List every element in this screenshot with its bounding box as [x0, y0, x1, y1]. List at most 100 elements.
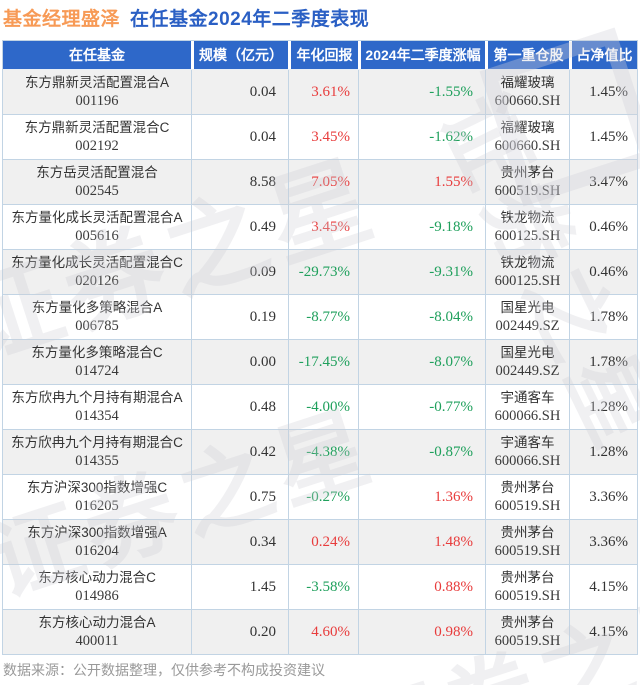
fund-name: 东方岳灵活配置混合 [36, 165, 158, 180]
top-holding-cell: 铁龙物流 600125.SH [485, 250, 569, 294]
table-row: 东方岳灵活配置混合 002545 8.58 7.05% 1.55% 贵州茅台 6… [3, 159, 637, 204]
top-holding-name: 铁龙物流 [500, 210, 555, 225]
fund-name-cell: 东方岳灵活配置混合 002545 [3, 160, 191, 204]
q2-change-value: -8.07% [429, 353, 473, 370]
fund-code: 016204 [75, 543, 119, 559]
ratio-value: 3.47% [589, 173, 628, 190]
fund-name-cell: 东方鼎新灵活配置混合A 001196 [3, 70, 191, 114]
annual-return-value: 3.61% [311, 83, 350, 100]
ratio-cell: 1.45% [569, 115, 637, 159]
fund-name-cell: 东方核心动力混合A 400011 [3, 610, 191, 654]
top-holding-code: 600660.SH [494, 93, 561, 109]
ratio-cell: 1.78% [569, 295, 637, 339]
q2-change-cell: 1.36% [358, 475, 485, 519]
fund-code: 400011 [75, 633, 119, 649]
scale-value: 0.04 [249, 83, 276, 100]
fund-code: 002545 [75, 183, 119, 199]
top-holding-name: 福耀玻璃 [500, 75, 555, 90]
ratio-cell: 4.15% [569, 565, 637, 609]
fund-name: 东方量化成长灵活配置混合A [11, 210, 183, 225]
top-holding-name: 宇通客车 [500, 390, 555, 405]
ratio-value: 1.78% [589, 353, 628, 370]
annual-return-value: -8.77% [306, 308, 350, 325]
annual-return-value: 7.05% [311, 173, 350, 190]
ratio-value: 1.78% [589, 308, 628, 325]
annual-return-value: -0.27% [306, 488, 350, 505]
scale-value: 8.58 [249, 173, 276, 190]
top-holding-cell: 贵州茅台 600519.SH [485, 475, 569, 519]
scale-cell: 0.04 [191, 115, 288, 159]
scale-cell: 0.00 [191, 340, 288, 384]
ratio-value: 0.46% [589, 263, 628, 280]
top-holding-name: 国星光电 [500, 345, 555, 360]
fund-name-cell: 东方量化多策略混合A 006785 [3, 295, 191, 339]
annual-return-value: 0.24% [311, 533, 350, 550]
fund-name: 东方欣冉九个月持有期混合C [11, 435, 183, 450]
fund-manager-name: 基金经理盛泽 [3, 9, 121, 30]
column-header-fund: 在任基金 [69, 47, 125, 63]
scale-value: 0.34 [249, 533, 276, 550]
annual-return-cell: 0.24% [288, 520, 358, 564]
fund-code: 005616 [75, 228, 119, 244]
table-row: 东方沪深300指数增强C 016205 0.75 -0.27% 1.36% 贵州… [3, 474, 637, 519]
table-row: 东方鼎新灵活配置混合C 002192 0.04 3.45% -1.62% 福耀玻… [3, 114, 637, 159]
fund-code: 014724 [75, 363, 119, 379]
top-holding-code: 600660.SH [494, 138, 561, 154]
scale-cell: 1.45 [191, 565, 288, 609]
scale-value: 0.42 [249, 443, 276, 460]
scale-cell: 0.20 [191, 610, 288, 654]
ratio-cell: 1.78% [569, 340, 637, 384]
annual-return-cell: -4.00% [288, 385, 358, 429]
q2-change-cell: 0.88% [358, 565, 485, 609]
q2-change-value: -1.62% [429, 128, 473, 145]
top-holding-code: 600519.SH [494, 498, 561, 514]
ratio-value: 3.36% [589, 533, 628, 550]
annual-return-cell: -17.45% [288, 340, 358, 384]
fund-name: 东方量化成长灵活配置混合C [11, 255, 183, 270]
ratio-value: 4.15% [589, 623, 628, 640]
fund-name: 东方量化多策略混合C [31, 345, 163, 360]
scale-value: 0.75 [249, 488, 276, 505]
column-header-annual-return: 年化回报 [288, 41, 358, 69]
annual-return-cell: -3.58% [288, 565, 358, 609]
fund-name-cell: 东方量化成长灵活配置混合A 005616 [3, 205, 191, 249]
top-holding-cell: 贵州茅台 600519.SH [485, 160, 569, 204]
top-holding-cell: 国星光电 002449.SZ [485, 340, 569, 384]
scale-value: 0.00 [249, 353, 276, 370]
annual-return-cell: 7.05% [288, 160, 358, 204]
top-holding-name: 贵州茅台 [500, 480, 555, 495]
table-body: 东方鼎新灵活配置混合A 001196 0.04 3.61% -1.55% 福耀玻… [3, 69, 637, 654]
annual-return-cell: -4.38% [288, 430, 358, 474]
page-title-text: 在任基金2024年二季度表现 [130, 9, 370, 30]
ratio-cell: 0.46% [569, 250, 637, 294]
annual-return-value: 4.60% [311, 623, 350, 640]
table-row: 东方量化多策略混合C 014724 0.00 -17.45% -8.07% 国星… [3, 339, 637, 384]
annual-return-cell: -8.77% [288, 295, 358, 339]
ratio-value: 1.28% [589, 398, 628, 415]
top-holding-cell: 国星光电 002449.SZ [485, 295, 569, 339]
q2-change-cell: 0.98% [358, 610, 485, 654]
q2-change-value: -8.04% [429, 308, 473, 325]
top-holding-code: 600519.SH [494, 543, 561, 559]
top-holding-cell: 福耀玻璃 600660.SH [485, 115, 569, 159]
fund-name: 东方沪深300指数增强A [27, 525, 167, 540]
top-holding-code: 600125.SH [494, 273, 561, 289]
ratio-value: 3.36% [589, 488, 628, 505]
top-holding-code: 600519.SH [494, 588, 561, 604]
q2-change-cell: -1.62% [358, 115, 485, 159]
q2-change-cell: 1.55% [358, 160, 485, 204]
q2-change-value: -9.18% [429, 218, 473, 235]
fund-name-cell: 东方欣冉九个月持有期混合A 014354 [3, 385, 191, 429]
column-header-scale: 规模（亿元） [191, 41, 288, 69]
annual-return-value: -3.58% [306, 578, 350, 595]
fund-table: 在任基金 规模（亿元） 年化回报 2024年二季度涨幅 第一重仓股 占净值比 东… [2, 40, 638, 655]
scale-cell: 0.42 [191, 430, 288, 474]
annual-return-cell: -0.27% [288, 475, 358, 519]
data-source-note: 数据来源：公开数据整理，仅供参考不构成投资建议 [3, 662, 325, 678]
annual-return-value: -4.38% [306, 443, 350, 460]
fund-name-cell: 东方沪深300指数增强C 016205 [3, 475, 191, 519]
fund-code: 002192 [75, 138, 119, 154]
fund-code: 016205 [75, 498, 119, 514]
fund-code: 001196 [75, 93, 119, 109]
scale-cell: 0.75 [191, 475, 288, 519]
